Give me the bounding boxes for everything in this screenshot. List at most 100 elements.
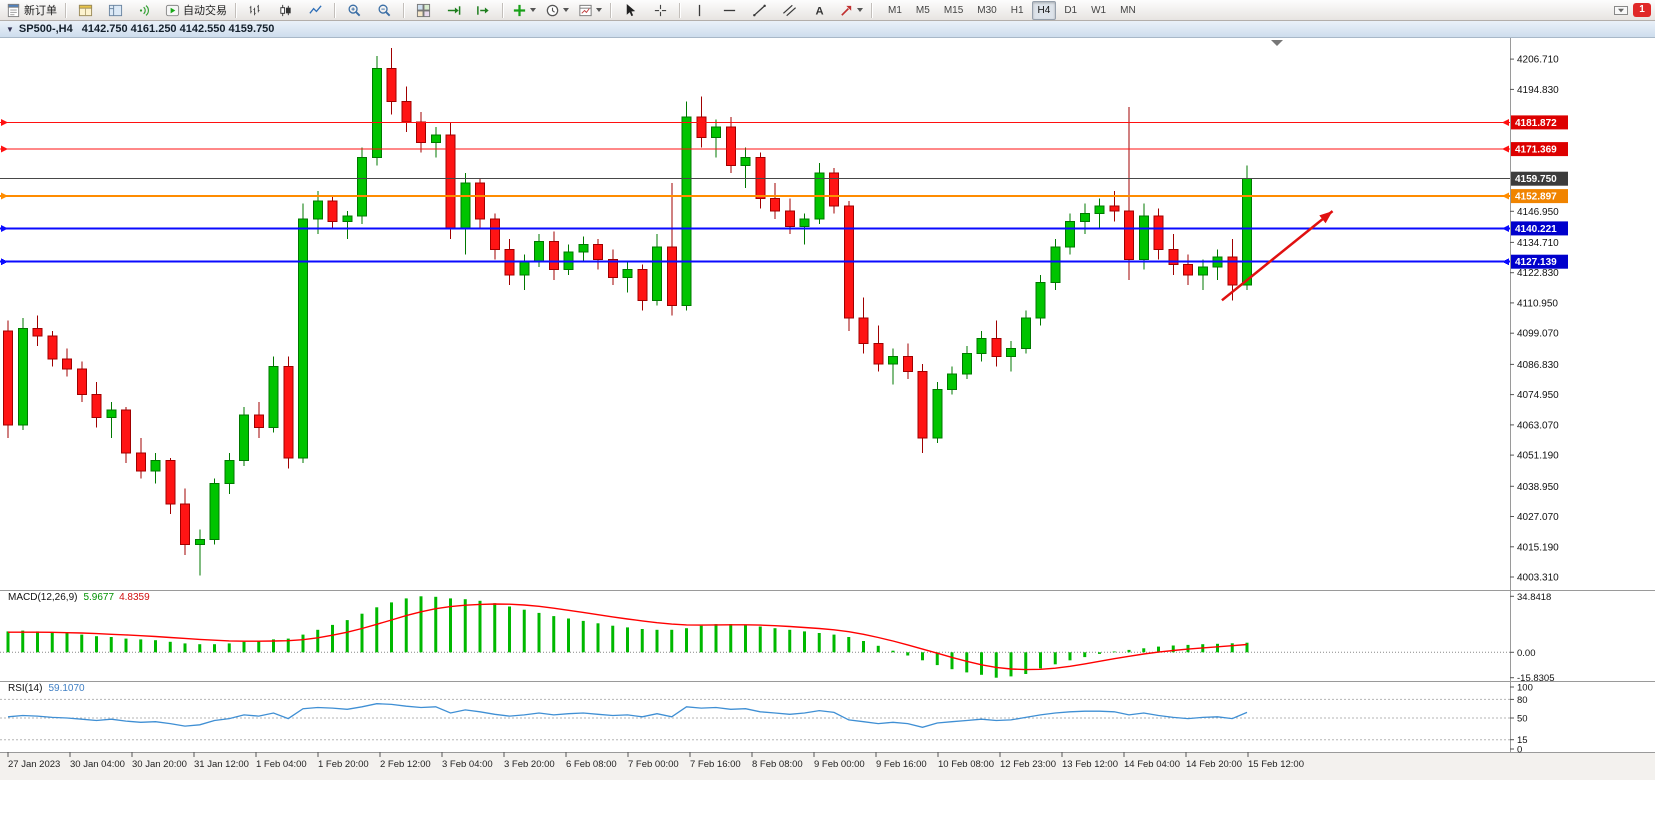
svg-text:4051.190: 4051.190 [1517,451,1559,462]
svg-text:4140.221: 4140.221 [1515,224,1557,235]
svg-text:50: 50 [1517,714,1528,725]
trendline-icon [753,4,766,16]
macd-label: MACD(12,26,9) 5.9677 4.8359 [8,592,150,603]
channel-icon [782,4,797,16]
timeframe-h4[interactable]: H4 [1031,0,1057,20]
rsi-value: 59.1070 [48,683,85,694]
time-axis[interactable]: 27 Jan 2023 30 Jan 04:00 30 Jan 20:00 31 Ja… [7,752,1304,770]
bars-chart-button[interactable] [241,0,270,21]
timeframe-m15[interactable]: M15 [943,4,964,16]
templates-icon [579,4,592,16]
autotrading-label: 自动交易 [183,5,227,17]
price-axis[interactable]: 4206.710 4194.830 4146.950 4134.710 4122.830… [1510,55,1559,584]
indicators-button[interactable] [508,0,540,21]
market-watch-button[interactable] [71,0,100,21]
timeframe-m30[interactable]: M30 [977,4,997,16]
templates-button[interactable] [574,0,606,21]
rsi-panel [0,698,1510,741]
timeframe-w1[interactable]: W1 [1091,4,1107,16]
chevron-down-icon[interactable] [596,8,602,12]
svg-text:4063.070: 4063.070 [1517,420,1559,431]
zoom-in-button[interactable] [340,0,369,21]
chart-title-bar: ▼ SP500-,H4 4142.750 4161.250 4142.550 4… [0,21,1655,38]
chart-shift-marker[interactable] [1271,40,1283,46]
candles-chart-button[interactable] [271,0,300,21]
svg-text:7 Feb 16:00: 7 Feb 16:00 [690,759,741,770]
svg-text:4152.897: 4152.897 [1515,192,1557,203]
zoom-out-button[interactable] [370,0,399,21]
chart-shift-icon [477,5,489,15]
svg-text:80: 80 [1517,695,1528,706]
timeframe-m5[interactable]: M5 [915,4,930,16]
timeframe-d1[interactable]: D1 [1064,4,1078,16]
svg-text:15 Feb 12:00: 15 Feb 12:00 [1248,759,1304,770]
svg-text:4110.950: 4110.950 [1517,298,1558,309]
chevron-down-icon[interactable] [530,8,536,12]
crosshair-tool-button[interactable] [646,0,675,21]
candles-chart-icon [280,4,291,16]
svg-text:A: A [815,5,823,17]
chart-shift-button[interactable] [469,0,498,21]
svg-text:-15.8305: -15.8305 [1517,673,1555,684]
price-badges: 4181.872 4171.369 4159.750 4152.897 4140.221… [1511,115,1568,269]
line-chart-icon [309,4,322,14]
svg-text:12 Feb 23:00: 12 Feb 23:00 [1000,759,1056,770]
auto-scroll-icon [447,5,461,15]
arrows-tool-button[interactable] [835,0,867,21]
navigator-button[interactable] [101,0,130,21]
toolbar-separator [610,2,612,18]
collapse-chart-icon[interactable]: ▼ [6,24,14,34]
timeframe-m1[interactable]: M1 [888,4,902,16]
text-tool-icon: A [815,5,823,17]
sound-icon [139,4,149,16]
notification-badge[interactable]: 1 [1633,3,1651,17]
channel-tool-button[interactable] [775,0,804,21]
arrows-tool-icon [841,5,852,16]
chart-symbol-title: SP500-,H4 [18,23,73,35]
crosshair-icon [654,4,667,16]
new-order-icon [7,3,20,17]
text-tool-button[interactable]: A [805,0,834,21]
toolbar-separator [235,2,237,18]
auto-scroll-button[interactable] [439,0,468,21]
toolbar-separator [334,2,336,18]
vertical-line-tool-button[interactable] [685,0,714,21]
horizontal-line-tool-button[interactable] [715,0,744,21]
svg-text:6 Feb 08:00: 6 Feb 08:00 [566,759,617,770]
svg-text:15: 15 [1517,735,1528,746]
svg-text:14 Feb 04:00: 14 Feb 04:00 [1124,759,1180,770]
svg-text:27 Jan 2023: 27 Jan 2023 [8,759,60,770]
bars-chart-icon [249,4,260,15]
chevron-down-icon[interactable] [563,8,569,12]
indicators-icon [513,4,526,16]
line-chart-button[interactable] [301,0,330,21]
svg-text:30 Jan 04:00: 30 Jan 04:00 [70,759,125,770]
autotrading-button[interactable]: 自动交易 [161,0,231,21]
macd-axis[interactable]: 34.8418 0.00 -15.8305 [1510,592,1555,684]
timeframe-h1[interactable]: H1 [1010,4,1024,16]
periods-button[interactable] [541,0,573,21]
sound-button[interactable] [131,0,160,21]
toolbar: 新订单 自动交易 [0,0,1655,21]
macd-name: MACD(12,26,9) [8,592,78,603]
horizontal-price-lines[interactable] [0,118,1510,266]
trend-arrow[interactable] [1221,210,1334,302]
tile-windows-button[interactable] [409,0,438,21]
zoom-out-icon [378,4,391,16]
chevron-down-icon[interactable] [857,8,863,12]
time-axis-strip [0,752,1655,780]
svg-text:0.00: 0.00 [1517,648,1536,659]
timeframe-mn[interactable]: MN [1120,4,1136,16]
cursor-tool-button[interactable] [616,0,645,21]
cursor-icon [626,3,636,16]
svg-text:34.8418: 34.8418 [1517,592,1551,603]
panel-separators[interactable] [0,38,1655,753]
market-watch-icon [78,4,93,16]
svg-text:1 Feb 04:00: 1 Feb 04:00 [256,759,307,770]
chart-canvas[interactable]: 4206.710 4194.830 4146.950 4134.710 4122.830… [0,38,1655,824]
tray-icon[interactable] [1613,2,1629,18]
trendline-tool-button[interactable] [745,0,774,21]
new-order-button[interactable]: 新订单 [2,0,61,21]
tile-windows-icon [416,3,431,17]
